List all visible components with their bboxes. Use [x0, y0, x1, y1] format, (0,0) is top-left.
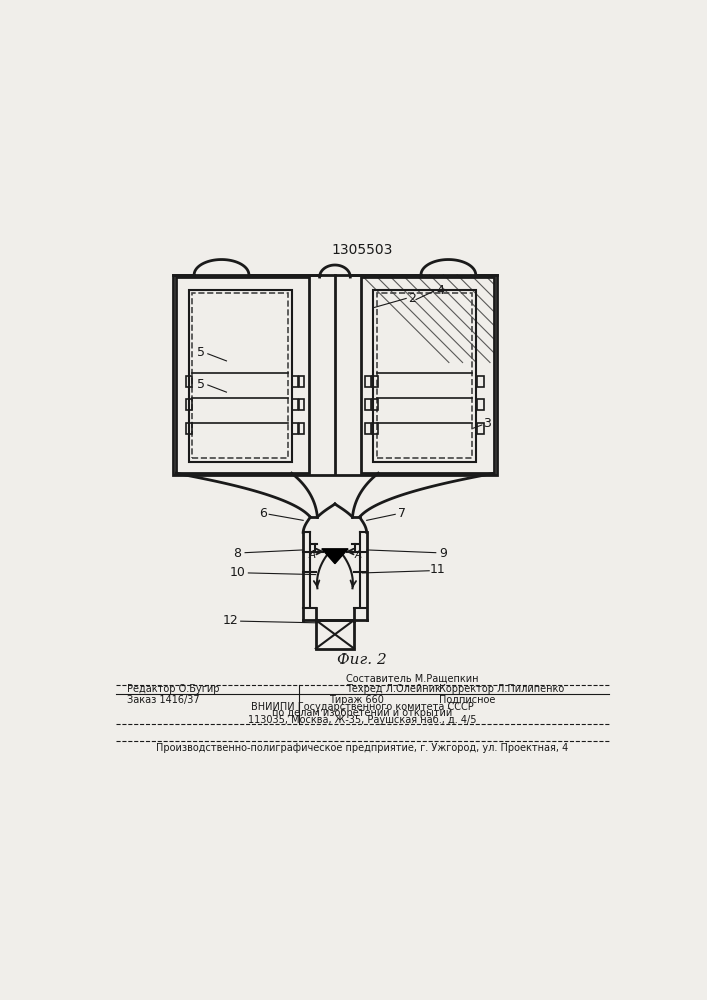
Text: 1305503: 1305503 [332, 243, 393, 257]
Bar [365, 376, 370, 387]
Text: 6: 6 [259, 507, 267, 520]
Bar [365, 423, 370, 434]
Text: Техред Л.Олейник: Техред Л.Олейник [346, 684, 440, 694]
Text: 5: 5 [197, 346, 205, 359]
Bar [292, 423, 298, 434]
Text: 113035, Москва, Ж-35, Раушская наб., д. 4/5: 113035, Москва, Ж-35, Раушская наб., д. … [248, 715, 477, 725]
Text: Подписное: Подписное [439, 695, 496, 705]
Bar [299, 376, 304, 387]
Bar [192, 293, 288, 458]
Bar [189, 290, 292, 462]
Bar [365, 399, 370, 410]
Text: Корректор Л.Пилипенко: Корректор Л.Пилипенко [439, 684, 564, 694]
Text: 12: 12 [223, 614, 239, 627]
Text: 2: 2 [408, 292, 416, 305]
Bar [373, 290, 476, 462]
Bar [299, 399, 304, 410]
Bar [372, 399, 378, 410]
Bar [186, 376, 192, 387]
Bar [186, 423, 192, 434]
Text: Тираж 660: Тираж 660 [329, 695, 385, 705]
Text: 3: 3 [484, 417, 491, 430]
Bar [477, 376, 484, 387]
Text: 11: 11 [430, 563, 446, 576]
Text: Фиг. 2: Фиг. 2 [337, 653, 387, 667]
Bar [292, 399, 298, 410]
Bar [372, 376, 378, 387]
Bar [361, 277, 494, 473]
Text: 5: 5 [197, 378, 205, 391]
Bar [176, 277, 309, 473]
Bar [186, 399, 192, 410]
Bar [173, 275, 496, 475]
Polygon shape [322, 549, 348, 564]
Text: ВНИИПИ Государственного комитета СССР: ВНИИПИ Государственного комитета СССР [251, 702, 474, 712]
Text: 7: 7 [398, 507, 406, 520]
Bar [372, 423, 378, 434]
Text: 4: 4 [436, 284, 444, 297]
Text: 9: 9 [440, 547, 448, 560]
Bar [299, 423, 304, 434]
Text: Заказ 1416/37: Заказ 1416/37 [127, 695, 199, 705]
Text: A: A [308, 550, 315, 560]
Text: Редактор О.Бугир: Редактор О.Бугир [127, 684, 219, 694]
Text: 8: 8 [233, 547, 241, 560]
Bar [377, 293, 472, 458]
Bar [316, 620, 354, 649]
Bar [477, 399, 484, 410]
Text: по делам изобретений и открытий: по делам изобретений и открытий [272, 708, 452, 718]
Bar [477, 423, 484, 434]
Text: 10: 10 [230, 566, 245, 579]
Bar [292, 376, 298, 387]
Text: Составитель М.Ращепкин: Составитель М.Ращепкин [346, 674, 479, 684]
Text: A: A [354, 550, 361, 560]
Text: Производственно-полиграфическое предприятие, г. Ужгород, ул. Проектная, 4: Производственно-полиграфическое предприя… [156, 743, 568, 753]
